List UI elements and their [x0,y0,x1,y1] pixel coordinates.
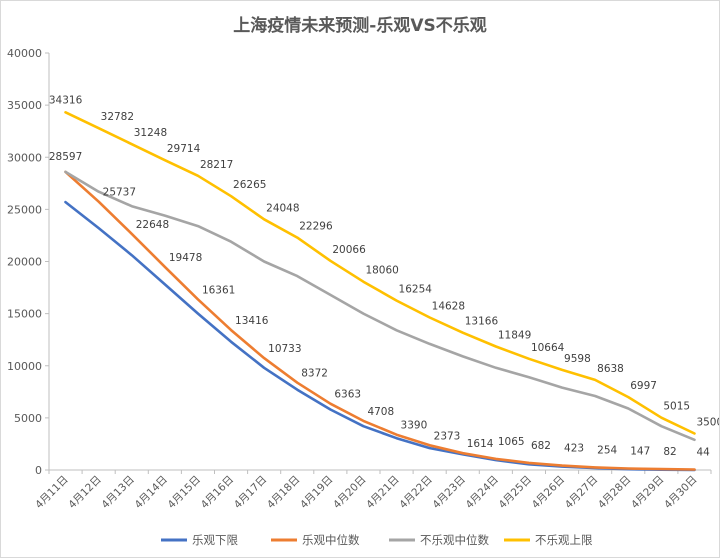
y-tick-label: 10000 [7,360,42,373]
x-tick-label: 4月19日 [298,474,336,512]
y-tick-label: 40000 [7,47,42,60]
data-label: 3500 [696,417,719,429]
data-label: 29714 [167,143,201,155]
data-label: 8372 [301,368,328,380]
series-line-0 [64,200,696,472]
x-tick-label: 4月27日 [563,474,601,512]
data-label: 28217 [200,159,233,171]
x-tick-label: 4月30日 [662,474,700,512]
data-label: 3390 [401,420,428,432]
data-label: 22648 [136,219,169,231]
x-tick-label: 4月18日 [265,474,303,512]
data-labels-layer: 28597 25737 22648 19478 16361 13416 10733 8372 6… [49,94,719,458]
x-tick-label: 4月15日 [166,474,204,512]
series-line-1 [64,170,696,471]
y-tick-label: 0 [35,464,42,477]
x-tick-label: 4月13日 [99,474,137,512]
data-label: 14628 [432,301,465,313]
data-label: 8638 [597,363,624,375]
data-label: 1065 [498,436,525,448]
data-label: 5015 [663,401,690,413]
y-tick-label: 15000 [7,308,42,321]
data-label: 11849 [498,329,531,341]
x-tick-label: 4月17日 [232,474,270,512]
y-tick-label: 25000 [7,203,42,216]
data-label: 10664 [531,342,565,354]
legend-label: 乐观下限 [192,533,238,547]
data-label: 1614 [467,438,494,450]
x-tick-label: 4月14日 [132,474,170,512]
data-label: 32782 [101,111,134,123]
data-label: 82 [663,446,676,458]
data-label: 16361 [202,284,235,296]
x-tick-label: 4月28日 [596,474,634,512]
data-label: 9598 [564,353,591,365]
data-label: 2373 [434,430,461,442]
data-label: 25737 [103,187,136,199]
legend-label: 不乐观中位数 [420,533,489,547]
data-label: 13416 [235,315,269,327]
data-label: 24048 [266,202,299,214]
y-tick-label: 20000 [7,256,42,269]
x-tick-label: 4月22日 [397,474,435,512]
chart-title: 上海疫情未来预测-乐观VS不乐观 [233,15,486,36]
x-tick-label: 4月20日 [331,474,369,512]
data-label: 26265 [233,179,266,191]
data-label: 254 [597,444,617,456]
x-tick-label: 4月26日 [530,474,568,512]
x-tick-label: 4月29日 [629,474,667,512]
data-label: 4708 [367,406,394,418]
x-tick-label: 4月25日 [497,474,535,512]
data-label: 20066 [332,244,366,256]
y-tick-label: 5000 [14,412,42,425]
x-tick-label: 4月24日 [463,474,501,512]
series-line-3 [64,111,696,435]
legend-label: 乐观中位数 [302,533,360,547]
x-tick-label: 4月11日 [33,474,71,512]
x-tick-label: 4月21日 [364,474,402,512]
data-label: 44 [696,447,710,459]
data-label: 28597 [49,151,82,163]
data-label: 147 [630,445,650,457]
data-label: 22296 [299,221,333,233]
series-layer [64,111,696,472]
x-tick-label: 4月23日 [430,474,468,512]
y-tick-label: 35000 [7,99,42,112]
series-line-2 [64,170,696,442]
data-label: 18060 [365,265,398,277]
data-label: 34316 [49,94,83,106]
legend: 乐观下限 乐观中位数 不乐观中位数 不乐观上限 [161,533,593,547]
x-tick-label: 4月12日 [66,474,104,512]
data-label: 6363 [334,389,361,401]
y-tick-label: 30000 [7,151,42,164]
data-label: 6997 [630,380,657,392]
data-label: 31248 [134,127,167,139]
data-label: 423 [564,443,584,455]
legend-label: 不乐观上限 [535,533,593,547]
x-tick-label: 4月16日 [199,474,237,512]
data-label: 13166 [465,316,499,328]
data-label: 16254 [399,284,433,296]
data-label: 682 [531,440,551,452]
data-label: 10733 [268,343,301,355]
data-label: 19478 [169,252,202,264]
